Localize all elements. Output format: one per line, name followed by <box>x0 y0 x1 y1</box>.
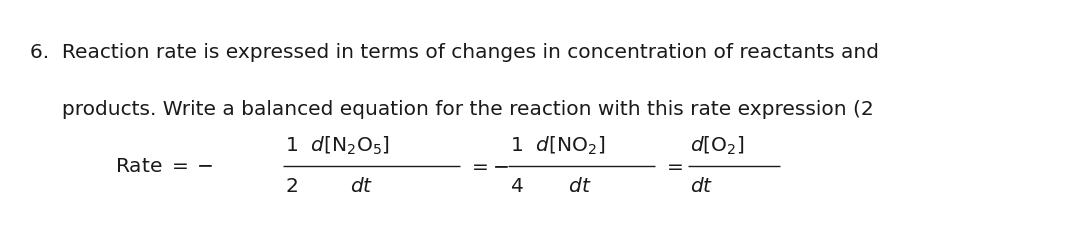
Text: $1\ \ d[\mathrm{NO_2}]$: $1\ \ d[\mathrm{NO_2}]$ <box>510 135 605 157</box>
Text: products. Write a balanced equation for the reaction with this rate expression (: products. Write a balanced equation for … <box>30 100 874 119</box>
Text: $4\ \ \ \ \ \ \ dt$: $4\ \ \ \ \ \ \ dt$ <box>510 177 592 195</box>
Text: $-$: $-$ <box>492 157 509 175</box>
Text: $=$: $=$ <box>468 157 488 175</box>
Text: 6.  Reaction rate is expressed in terms of changes in concentration of reactants: 6. Reaction rate is expressed in terms o… <box>30 43 879 62</box>
Text: $d[\mathrm{O_2}]$: $d[\mathrm{O_2}]$ <box>690 135 744 157</box>
Text: $dt$: $dt$ <box>690 177 713 195</box>
Text: Rate $= -$: Rate $= -$ <box>114 157 214 175</box>
Text: $2\ \ \ \ \ \ \ \ dt$: $2\ \ \ \ \ \ \ \ dt$ <box>285 177 374 195</box>
Text: $=$: $=$ <box>663 157 684 175</box>
Text: $1\ \ d[\mathrm{N_2O_5}]$: $1\ \ d[\mathrm{N_2O_5}]$ <box>285 135 390 157</box>
